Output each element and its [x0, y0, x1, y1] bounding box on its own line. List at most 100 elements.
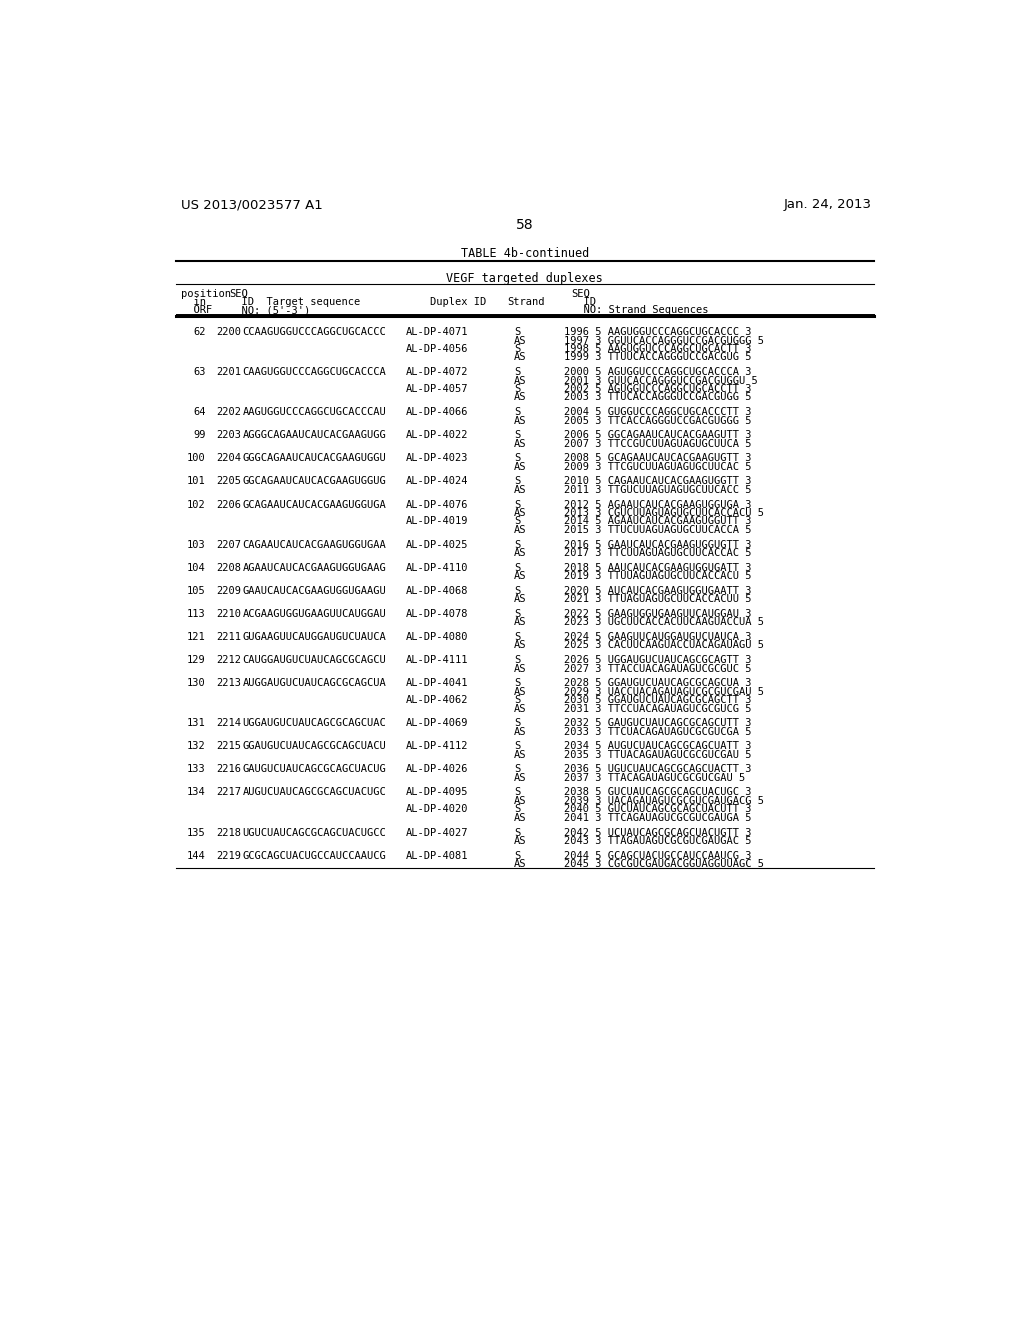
Text: AS: AS [514, 640, 526, 651]
Text: AS: AS [514, 836, 526, 846]
Text: 2214: 2214 [216, 718, 242, 729]
Text: 2034 5 AUGUCUAUCAGCGCAGCUATT 3: 2034 5 AUGUCUAUCAGCGCAGCUATT 3 [564, 742, 752, 751]
Text: CAUGGAUGUCUAUCAGCGCAGCU: CAUGGAUGUCUAUCAGCGCAGCU [243, 655, 386, 665]
Text: AL-DP-4062: AL-DP-4062 [406, 696, 468, 705]
Text: 2039 3 UACAGAUAGUCGCGUCGAUGACG 5: 2039 3 UACAGAUAGUCGCGUCGAUGACG 5 [564, 796, 764, 807]
Text: 2025 3 CACUUCAAGUACCUACAGAUAGU 5: 2025 3 CACUUCAAGUACCUACAGAUAGU 5 [564, 640, 764, 651]
Text: AS: AS [514, 525, 526, 535]
Text: GUGAAGUUCAUGGAUGUCUAUCA: GUGAAGUUCAUGGAUGUCUAUCA [243, 632, 386, 642]
Text: AS: AS [514, 376, 526, 385]
Text: 2022 5 GAAGUGGUGAAGUUCAUGGAU 3: 2022 5 GAAGUGGUGAAGUUCAUGGAU 3 [564, 609, 752, 619]
Text: 2215: 2215 [216, 742, 242, 751]
Text: 2033 3 TTCUACAGAUAGUCGCGUCGA 5: 2033 3 TTCUACAGAUAGUCGCGUCGA 5 [564, 726, 752, 737]
Text: GAAUCAUCACGAAGUGGUGAAGU: GAAUCAUCACGAAGUGGUGAAGU [243, 586, 386, 595]
Text: S: S [514, 678, 520, 688]
Text: 2218: 2218 [216, 828, 242, 837]
Text: S: S [514, 718, 520, 729]
Text: 113: 113 [186, 609, 206, 619]
Text: 2045 3 CGCGUCGAUGACGGUAGGUUAGC 5: 2045 3 CGCGUCGAUGACGGUAGGUUAGC 5 [564, 859, 764, 869]
Text: 2023 3 UGCUUCACCACUUCAAGUACCUA 5: 2023 3 UGCUUCACCACUUCAAGUACCUA 5 [564, 618, 764, 627]
Text: 2009 3 TTCGUCUUAGUAGUGCUUCAC 5: 2009 3 TTCGUCUUAGUAGUGCUUCAC 5 [564, 462, 752, 471]
Text: AL-DP-4025: AL-DP-4025 [406, 540, 468, 549]
Text: AL-DP-4081: AL-DP-4081 [406, 850, 468, 861]
Text: AS: AS [514, 774, 526, 783]
Text: SEQ: SEQ [228, 289, 248, 298]
Text: GAUGUCUAUCAGCGCAGCUACUG: GAUGUCUAUCAGCGCAGCUACUG [243, 764, 386, 775]
Text: SEQ: SEQ [571, 289, 590, 298]
Text: GGAUGUCUAUCAGCGCAGCUACU: GGAUGUCUAUCAGCGCAGCUACU [243, 742, 386, 751]
Text: AL-DP-4112: AL-DP-4112 [406, 742, 468, 751]
Text: CAAGUGGUCCCAGGCUGCACCCA: CAAGUGGUCCCAGGCUGCACCCA [243, 367, 386, 378]
Text: S: S [514, 499, 520, 510]
Text: S: S [514, 609, 520, 619]
Text: 2212: 2212 [216, 655, 242, 665]
Text: 2024 5 GAAGUUCAUGGAUGUCUAUCA 3: 2024 5 GAAGUUCAUGGAUGUCUAUCA 3 [564, 632, 752, 642]
Text: S: S [514, 742, 520, 751]
Text: AS: AS [514, 484, 526, 495]
Text: S: S [514, 562, 520, 573]
Text: 2015 3 TTUCUUAGUAGUGCUUCACCA 5: 2015 3 TTUCUUAGUAGUGCUUCACCA 5 [564, 525, 752, 535]
Text: AS: AS [514, 704, 526, 714]
Text: 2042 5 UCUAUCAGCGCAGCUACUGTT 3: 2042 5 UCUAUCAGCGCAGCUACUGTT 3 [564, 828, 752, 837]
Text: S: S [514, 828, 520, 837]
Text: 100: 100 [186, 453, 206, 463]
Text: AL-DP-4071: AL-DP-4071 [406, 327, 468, 337]
Text: Jan. 24, 2013: Jan. 24, 2013 [784, 198, 872, 211]
Text: 2211: 2211 [216, 632, 242, 642]
Text: NO: (5'-3'): NO: (5'-3') [228, 305, 310, 315]
Text: S: S [514, 367, 520, 378]
Text: S: S [514, 327, 520, 337]
Text: 58: 58 [516, 218, 534, 232]
Text: 63: 63 [193, 367, 206, 378]
Text: Strand: Strand [508, 297, 545, 308]
Text: 2043 3 TTAGAUAGUCGCGUCGAUGAC 5: 2043 3 TTAGAUAGUCGCGUCGAUGAC 5 [564, 836, 752, 846]
Text: AS: AS [514, 664, 526, 673]
Text: 104: 104 [186, 562, 206, 573]
Text: 2021 3 TTUAGUAGUGCUUCACCACUU 5: 2021 3 TTUAGUAGUGCUUCACCACUU 5 [564, 594, 752, 605]
Text: AL-DP-4020: AL-DP-4020 [406, 804, 468, 814]
Text: AS: AS [514, 572, 526, 581]
Text: 2002 5 AGUGGUCCCAGGCUGCACCTT 3: 2002 5 AGUGGUCCCAGGCUGCACCTT 3 [564, 384, 752, 393]
Text: AAGUGGUCCCAGGCUGCACCCAU: AAGUGGUCCCAGGCUGCACCCAU [243, 407, 386, 417]
Text: 2202: 2202 [216, 407, 242, 417]
Text: ORF: ORF [180, 305, 212, 315]
Text: 2020 5 AUCAUCACGAAGUGGUGAATT 3: 2020 5 AUCAUCACGAAGUGGUGAATT 3 [564, 586, 752, 595]
Text: 2037 3 TTACAGAUAGUCGCGUCGAU 5: 2037 3 TTACAGAUAGUCGCGUCGAU 5 [564, 774, 745, 783]
Text: 2201: 2201 [216, 367, 242, 378]
Text: 2217: 2217 [216, 788, 242, 797]
Text: AS: AS [514, 335, 526, 346]
Text: NO: Strand Sequences: NO: Strand Sequences [571, 305, 709, 315]
Text: 130: 130 [186, 678, 206, 688]
Text: AS: AS [514, 438, 526, 449]
Text: AUGGAUGUCUAUCAGCGCAGCUA: AUGGAUGUCUAUCAGCGCAGCUA [243, 678, 386, 688]
Text: 102: 102 [186, 499, 206, 510]
Text: 133: 133 [186, 764, 206, 775]
Text: in: in [180, 297, 206, 308]
Text: AL-DP-4056: AL-DP-4056 [406, 345, 468, 354]
Text: AL-DP-4066: AL-DP-4066 [406, 407, 468, 417]
Text: AL-DP-4080: AL-DP-4080 [406, 632, 468, 642]
Text: 2219: 2219 [216, 850, 242, 861]
Text: 2204: 2204 [216, 453, 242, 463]
Text: 2003 3 TTUCACCAGGGUCCGACGUGG 5: 2003 3 TTUCACCAGGGUCCGACGUGG 5 [564, 392, 752, 403]
Text: 1996 5 AAGUGGUCCCAGGCUGCACCC 3: 1996 5 AAGUGGUCCCAGGCUGCACCC 3 [564, 327, 752, 337]
Text: 2213: 2213 [216, 678, 242, 688]
Text: 2014 5 AGAAUCAUCACGAAGUGGUTT 3: 2014 5 AGAAUCAUCACGAAGUGGUTT 3 [564, 516, 752, 527]
Text: GCAGAAUCAUCACGAAGUGGUGA: GCAGAAUCAUCACGAAGUGGUGA [243, 499, 386, 510]
Text: 2044 5 GCAGCUACUGCCAUCCAAUCG 3: 2044 5 GCAGCUACUGCCAUCCAAUCG 3 [564, 850, 752, 861]
Text: 2004 5 GUGGUCCCAGGCUGCACCCTT 3: 2004 5 GUGGUCCCAGGCUGCACCCTT 3 [564, 407, 752, 417]
Text: 2028 5 GGAUGUCUAUCAGCGCAGCUA 3: 2028 5 GGAUGUCUAUCAGCGCAGCUA 3 [564, 678, 752, 688]
Text: S: S [514, 850, 520, 861]
Text: 135: 135 [186, 828, 206, 837]
Text: 2017 3 TTCUUAGUAGUGCUUCACCAC 5: 2017 3 TTCUUAGUAGUGCUUCACCAC 5 [564, 548, 752, 558]
Text: 2027 3 TTACCUACAGAUAGUCGCGUC 5: 2027 3 TTACCUACAGAUAGUCGCGUC 5 [564, 664, 752, 673]
Text: S: S [514, 516, 520, 527]
Text: 2007 3 TTCCGUCUUAGUAGUGCUUCA 5: 2007 3 TTCCGUCUUAGUAGUGCUUCA 5 [564, 438, 752, 449]
Text: 1999 3 TTUUCACCAGGGUCCGACGUG 5: 1999 3 TTUUCACCAGGGUCCGACGUG 5 [564, 352, 752, 363]
Text: 2030 5 GGAUGUCUAUCAGCGCAGCTT 3: 2030 5 GGAUGUCUAUCAGCGCAGCTT 3 [564, 696, 752, 705]
Text: S: S [514, 407, 520, 417]
Text: AL-DP-4023: AL-DP-4023 [406, 453, 468, 463]
Text: AS: AS [514, 352, 526, 363]
Text: 2006 5 GGCAGAAUCAUCACGAAGUTT 3: 2006 5 GGCAGAAUCAUCACGAAGUTT 3 [564, 430, 752, 440]
Text: S: S [514, 477, 520, 486]
